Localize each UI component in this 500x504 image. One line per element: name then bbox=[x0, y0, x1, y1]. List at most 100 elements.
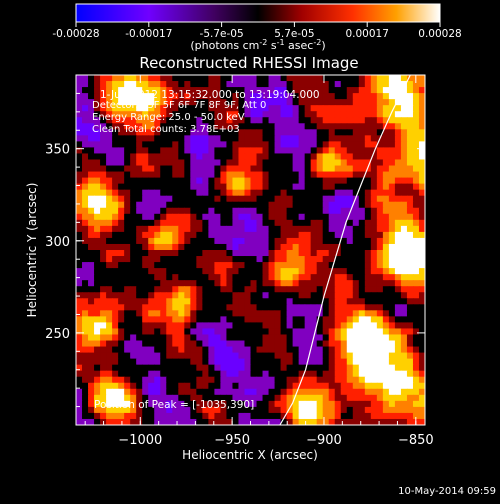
heatmap-cell bbox=[148, 304, 155, 311]
heatmap-cell bbox=[370, 304, 378, 311]
heatmap-cell bbox=[250, 352, 258, 360]
heatmap-cell bbox=[262, 219, 270, 227]
heatmap-cell bbox=[286, 81, 294, 88]
heatmap-cell bbox=[106, 111, 113, 118]
heatmap-cell bbox=[76, 117, 83, 124]
heatmap-cell bbox=[352, 304, 360, 311]
heatmap-cell bbox=[82, 177, 89, 185]
heatmap-cell bbox=[172, 153, 179, 161]
heatmap-cell bbox=[328, 87, 336, 94]
heatmap-cell bbox=[214, 370, 222, 378]
heatmap-cell bbox=[238, 177, 246, 185]
heatmap-cell bbox=[358, 406, 366, 414]
heatmap-cell bbox=[274, 268, 282, 275]
heatmap-cell bbox=[118, 250, 125, 257]
heatmap-cell bbox=[208, 352, 215, 360]
heatmap-cell bbox=[166, 256, 173, 263]
heatmap-cell bbox=[226, 310, 234, 317]
heatmap-cell bbox=[394, 364, 402, 372]
heatmap-cell bbox=[172, 370, 179, 378]
heatmap-cell bbox=[382, 153, 390, 161]
heatmap-cell bbox=[202, 322, 209, 330]
heatmap-cell bbox=[346, 304, 354, 311]
heatmap-cell bbox=[370, 412, 378, 420]
heatmap-cell bbox=[160, 135, 167, 142]
heatmap-cell bbox=[202, 237, 209, 245]
heatmap-cell bbox=[334, 81, 342, 88]
heatmap-cell bbox=[202, 334, 209, 342]
heatmap-cell bbox=[250, 274, 258, 281]
heatmap-cell bbox=[274, 177, 282, 185]
heatmap-cell bbox=[160, 370, 167, 378]
heatmap-cell bbox=[196, 159, 203, 167]
heatmap-cell bbox=[154, 177, 161, 185]
heatmap-cell bbox=[244, 213, 252, 221]
heatmap-cell bbox=[106, 352, 113, 360]
heatmap-cell bbox=[244, 292, 252, 299]
heatmap-cell bbox=[376, 123, 384, 130]
heatmap-cell bbox=[100, 123, 107, 130]
heatmap-cell bbox=[292, 225, 300, 233]
heatmap-cell bbox=[376, 280, 384, 287]
heatmap-cell bbox=[250, 99, 258, 106]
heatmap-cell bbox=[130, 141, 137, 149]
heatmap-cell bbox=[376, 177, 384, 185]
heatmap-cell bbox=[286, 93, 294, 100]
heatmap-cell bbox=[178, 75, 185, 82]
heatmap-cell bbox=[76, 195, 83, 203]
heatmap-cell bbox=[262, 213, 270, 221]
heatmap-cell bbox=[112, 201, 119, 209]
heatmap-cell bbox=[148, 99, 155, 106]
heatmap-cell bbox=[166, 412, 173, 420]
heatmap-cell bbox=[160, 237, 167, 245]
heatmap-cell bbox=[124, 243, 131, 251]
heatmap-cell bbox=[118, 219, 125, 227]
heatmap-cell bbox=[412, 352, 420, 360]
heatmap-cell bbox=[382, 111, 390, 118]
heatmap-cell bbox=[304, 274, 312, 281]
heatmap-cell bbox=[214, 153, 222, 161]
heatmap-cell bbox=[388, 93, 396, 100]
heatmap-cell bbox=[106, 322, 113, 330]
heatmap-cell bbox=[202, 274, 209, 281]
heatmap-cell bbox=[298, 322, 306, 330]
heatmap-cell bbox=[202, 328, 209, 336]
heatmap-cell bbox=[118, 340, 125, 348]
heatmap-cell bbox=[130, 213, 137, 221]
heatmap-cell bbox=[178, 388, 185, 396]
heatmap-cell bbox=[310, 207, 318, 215]
heatmap-cell bbox=[340, 388, 348, 396]
heatmap-cell bbox=[166, 213, 173, 221]
heatmap-cell bbox=[364, 87, 372, 94]
heatmap-cell bbox=[358, 171, 366, 179]
heatmap-cell bbox=[268, 81, 276, 88]
heatmap-cell bbox=[370, 364, 378, 372]
heatmap-cell bbox=[280, 322, 288, 330]
heatmap-cell bbox=[292, 159, 300, 167]
heatmap-cell bbox=[142, 286, 149, 293]
heatmap-cell bbox=[256, 183, 264, 191]
heatmap-cell bbox=[226, 87, 234, 94]
heatmap-cell bbox=[292, 75, 300, 82]
heatmap-cell bbox=[376, 400, 384, 408]
heatmap-cell bbox=[124, 334, 131, 342]
heatmap-cell bbox=[400, 334, 408, 342]
heatmap-cell bbox=[286, 105, 294, 112]
heatmap-cell bbox=[406, 81, 414, 88]
heatmap-cell bbox=[88, 75, 95, 82]
heatmap-cell bbox=[112, 99, 119, 106]
heatmap-cell bbox=[292, 219, 300, 227]
heatmap-cell bbox=[280, 225, 288, 233]
heatmap-cell bbox=[214, 400, 222, 408]
heatmap-cell bbox=[322, 117, 330, 124]
heatmap-cell bbox=[94, 213, 101, 221]
heatmap-cell bbox=[100, 346, 107, 354]
heatmap-cell bbox=[100, 171, 107, 179]
heatmap-cell bbox=[322, 141, 330, 149]
heatmap-cell bbox=[376, 334, 384, 342]
heatmap-cell bbox=[388, 75, 396, 82]
heatmap-cell bbox=[346, 406, 354, 414]
heatmap-cell bbox=[166, 358, 173, 366]
heatmap-cell bbox=[274, 189, 282, 197]
heatmap-cell bbox=[418, 382, 425, 390]
